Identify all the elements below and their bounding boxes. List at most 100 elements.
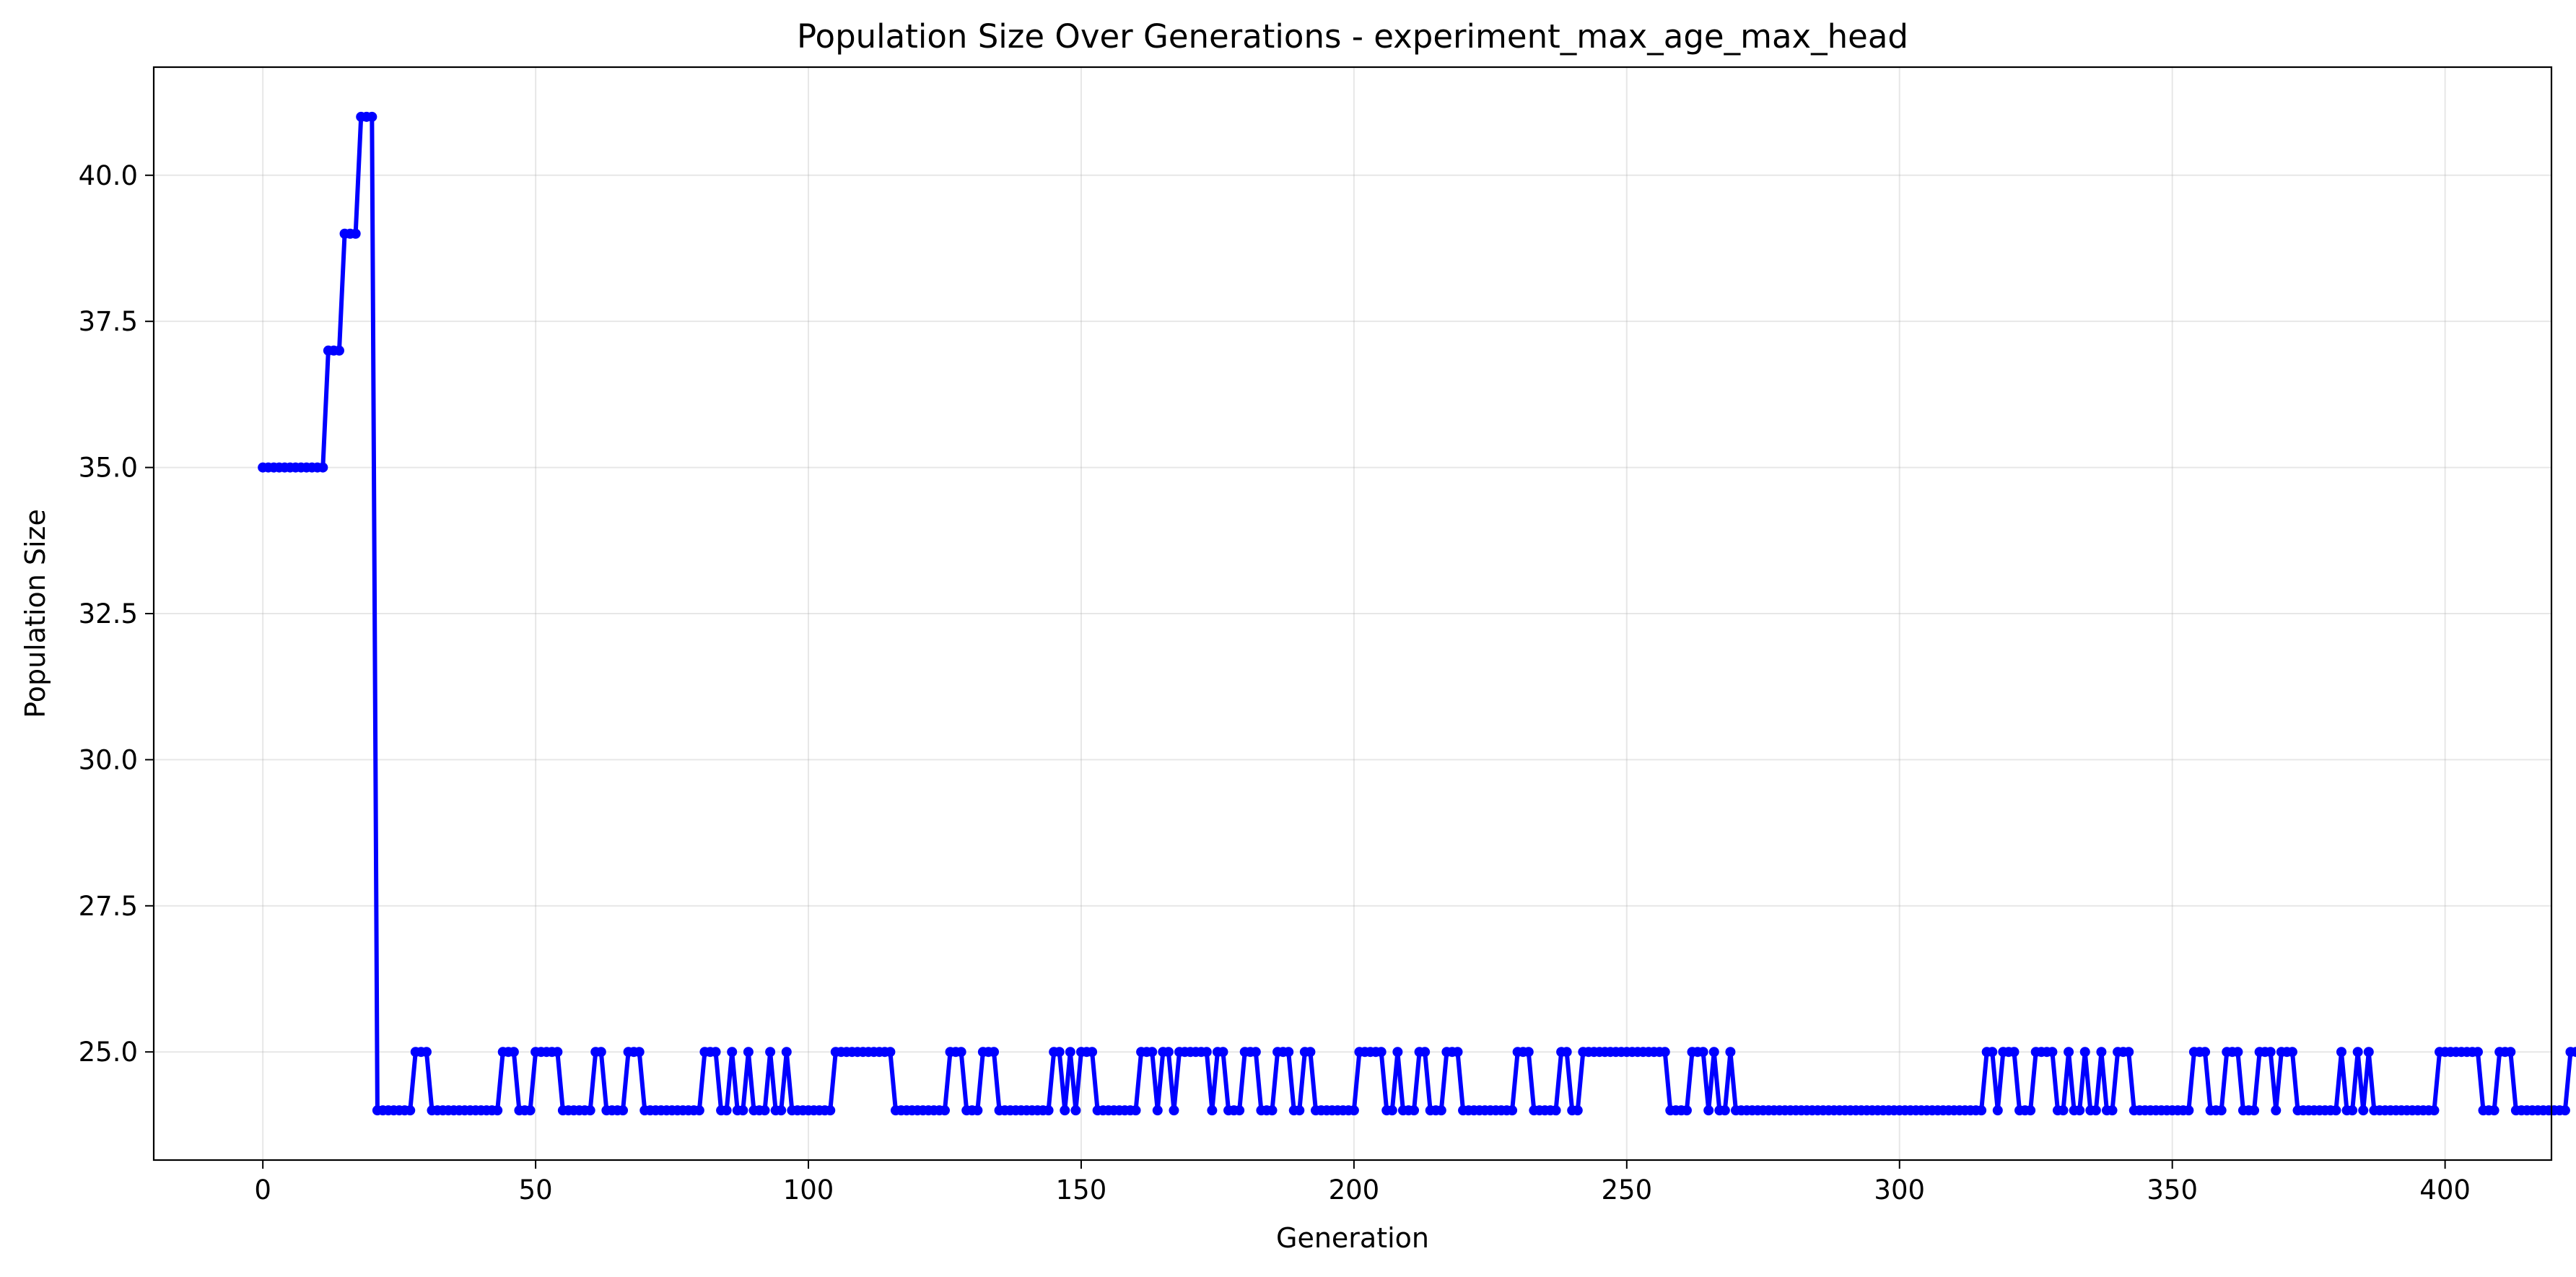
data-point [1250,1047,1261,1058]
data-point [1169,1105,1179,1116]
grid [154,67,2551,1160]
data-point [318,462,328,473]
y-tick-label: 30.0 [79,744,138,775]
y-tick-label: 37.5 [79,306,138,337]
data-point [2347,1105,2358,1116]
x-tick-label: 50 [519,1174,553,1206]
y-tick-label: 27.5 [79,891,138,922]
data-point [2472,1047,2483,1058]
data-point [2107,1105,2118,1116]
data-point [1725,1047,1736,1058]
data-point [2271,1105,2282,1116]
data-point [743,1047,754,1058]
y-axis-label: Population Size [19,509,51,718]
data-point [2079,1047,2090,1058]
data-point [585,1105,595,1116]
data-point [1060,1105,1070,1116]
y-tick-label: 40.0 [79,160,138,191]
x-tick-label: 250 [1602,1174,1653,1206]
data-point [1043,1105,1054,1116]
data-point [1719,1105,1730,1116]
data-point [2265,1047,2276,1058]
data-point [1681,1105,1692,1116]
y-tick-label: 25.0 [79,1037,138,1068]
data-point [1376,1047,1387,1058]
data-point [1207,1105,1218,1116]
data-point [1436,1105,1446,1116]
data-point [1305,1047,1316,1058]
data-point [350,228,361,239]
data-point [2363,1047,2374,1058]
data-point [2489,1105,2499,1116]
axis-ticks: 0 50 100 150 200 250 300 350 400 25.0 27.5 30.0 32.5… [79,160,2471,1206]
data-point [1283,1047,1294,1058]
data-point [1523,1047,1534,1058]
data-point [2009,1047,2020,1058]
data-point [2559,1105,2570,1116]
data-point [525,1105,536,1116]
data-point [940,1105,950,1116]
data-point [825,1105,836,1116]
y-tick-label: 32.5 [79,598,138,629]
y-tick-label: 35.0 [79,453,138,484]
data-point [1507,1105,1518,1116]
data-point [405,1105,416,1116]
data-point [694,1105,704,1116]
data-point [421,1047,432,1058]
series-layer [258,111,2576,1116]
data-point [595,1047,606,1058]
data-point [885,1047,896,1058]
data-point [989,1047,1000,1058]
data-point [2183,1105,2194,1116]
data-point [759,1105,770,1116]
data-point [367,111,377,122]
x-tick-label: 0 [254,1174,271,1206]
data-point [1452,1047,1463,1058]
data-point [1698,1047,1708,1058]
data-point [765,1047,776,1058]
data-point [2358,1105,2369,1116]
data-point [1572,1105,1583,1116]
data-point [333,345,344,356]
data-point [1294,1105,1305,1116]
data-point [634,1047,645,1058]
data-point [1550,1105,1561,1116]
data-point [2123,1047,2134,1058]
data-point [492,1105,503,1116]
x-tick-label: 300 [1874,1174,1925,1206]
data-point [2336,1047,2346,1058]
data-point [727,1047,738,1058]
data-point [1087,1047,1098,1058]
data-point [2025,1105,2036,1116]
data-point [1409,1105,1420,1116]
data-point [1392,1047,1403,1058]
data-point [2249,1105,2260,1116]
data-point [1267,1105,1278,1116]
data-point [972,1105,983,1116]
data-point [1348,1105,1359,1116]
data-point [2074,1105,2085,1116]
data-point [1163,1047,1174,1058]
data-point [508,1047,519,1058]
data-point [2571,1047,2576,1058]
data-point [1152,1105,1163,1116]
data-point [956,1047,966,1058]
data-point [781,1047,792,1058]
data-point [1201,1047,1212,1058]
data-point [2200,1047,2211,1058]
data-point [2287,1047,2297,1058]
data-point [1561,1047,1572,1058]
data-point [1992,1105,2003,1116]
data-point [1976,1105,1987,1116]
data-point [2090,1105,2101,1116]
data-point [1987,1047,1998,1058]
x-tick-label: 200 [1329,1174,1380,1206]
x-tick-label: 150 [1056,1174,1107,1206]
x-tick-label: 350 [2147,1174,2198,1206]
data-point [618,1105,629,1116]
data-point [2064,1047,2074,1058]
data-point [2331,1105,2341,1116]
data-point [2216,1105,2227,1116]
data-point [1218,1047,1228,1058]
